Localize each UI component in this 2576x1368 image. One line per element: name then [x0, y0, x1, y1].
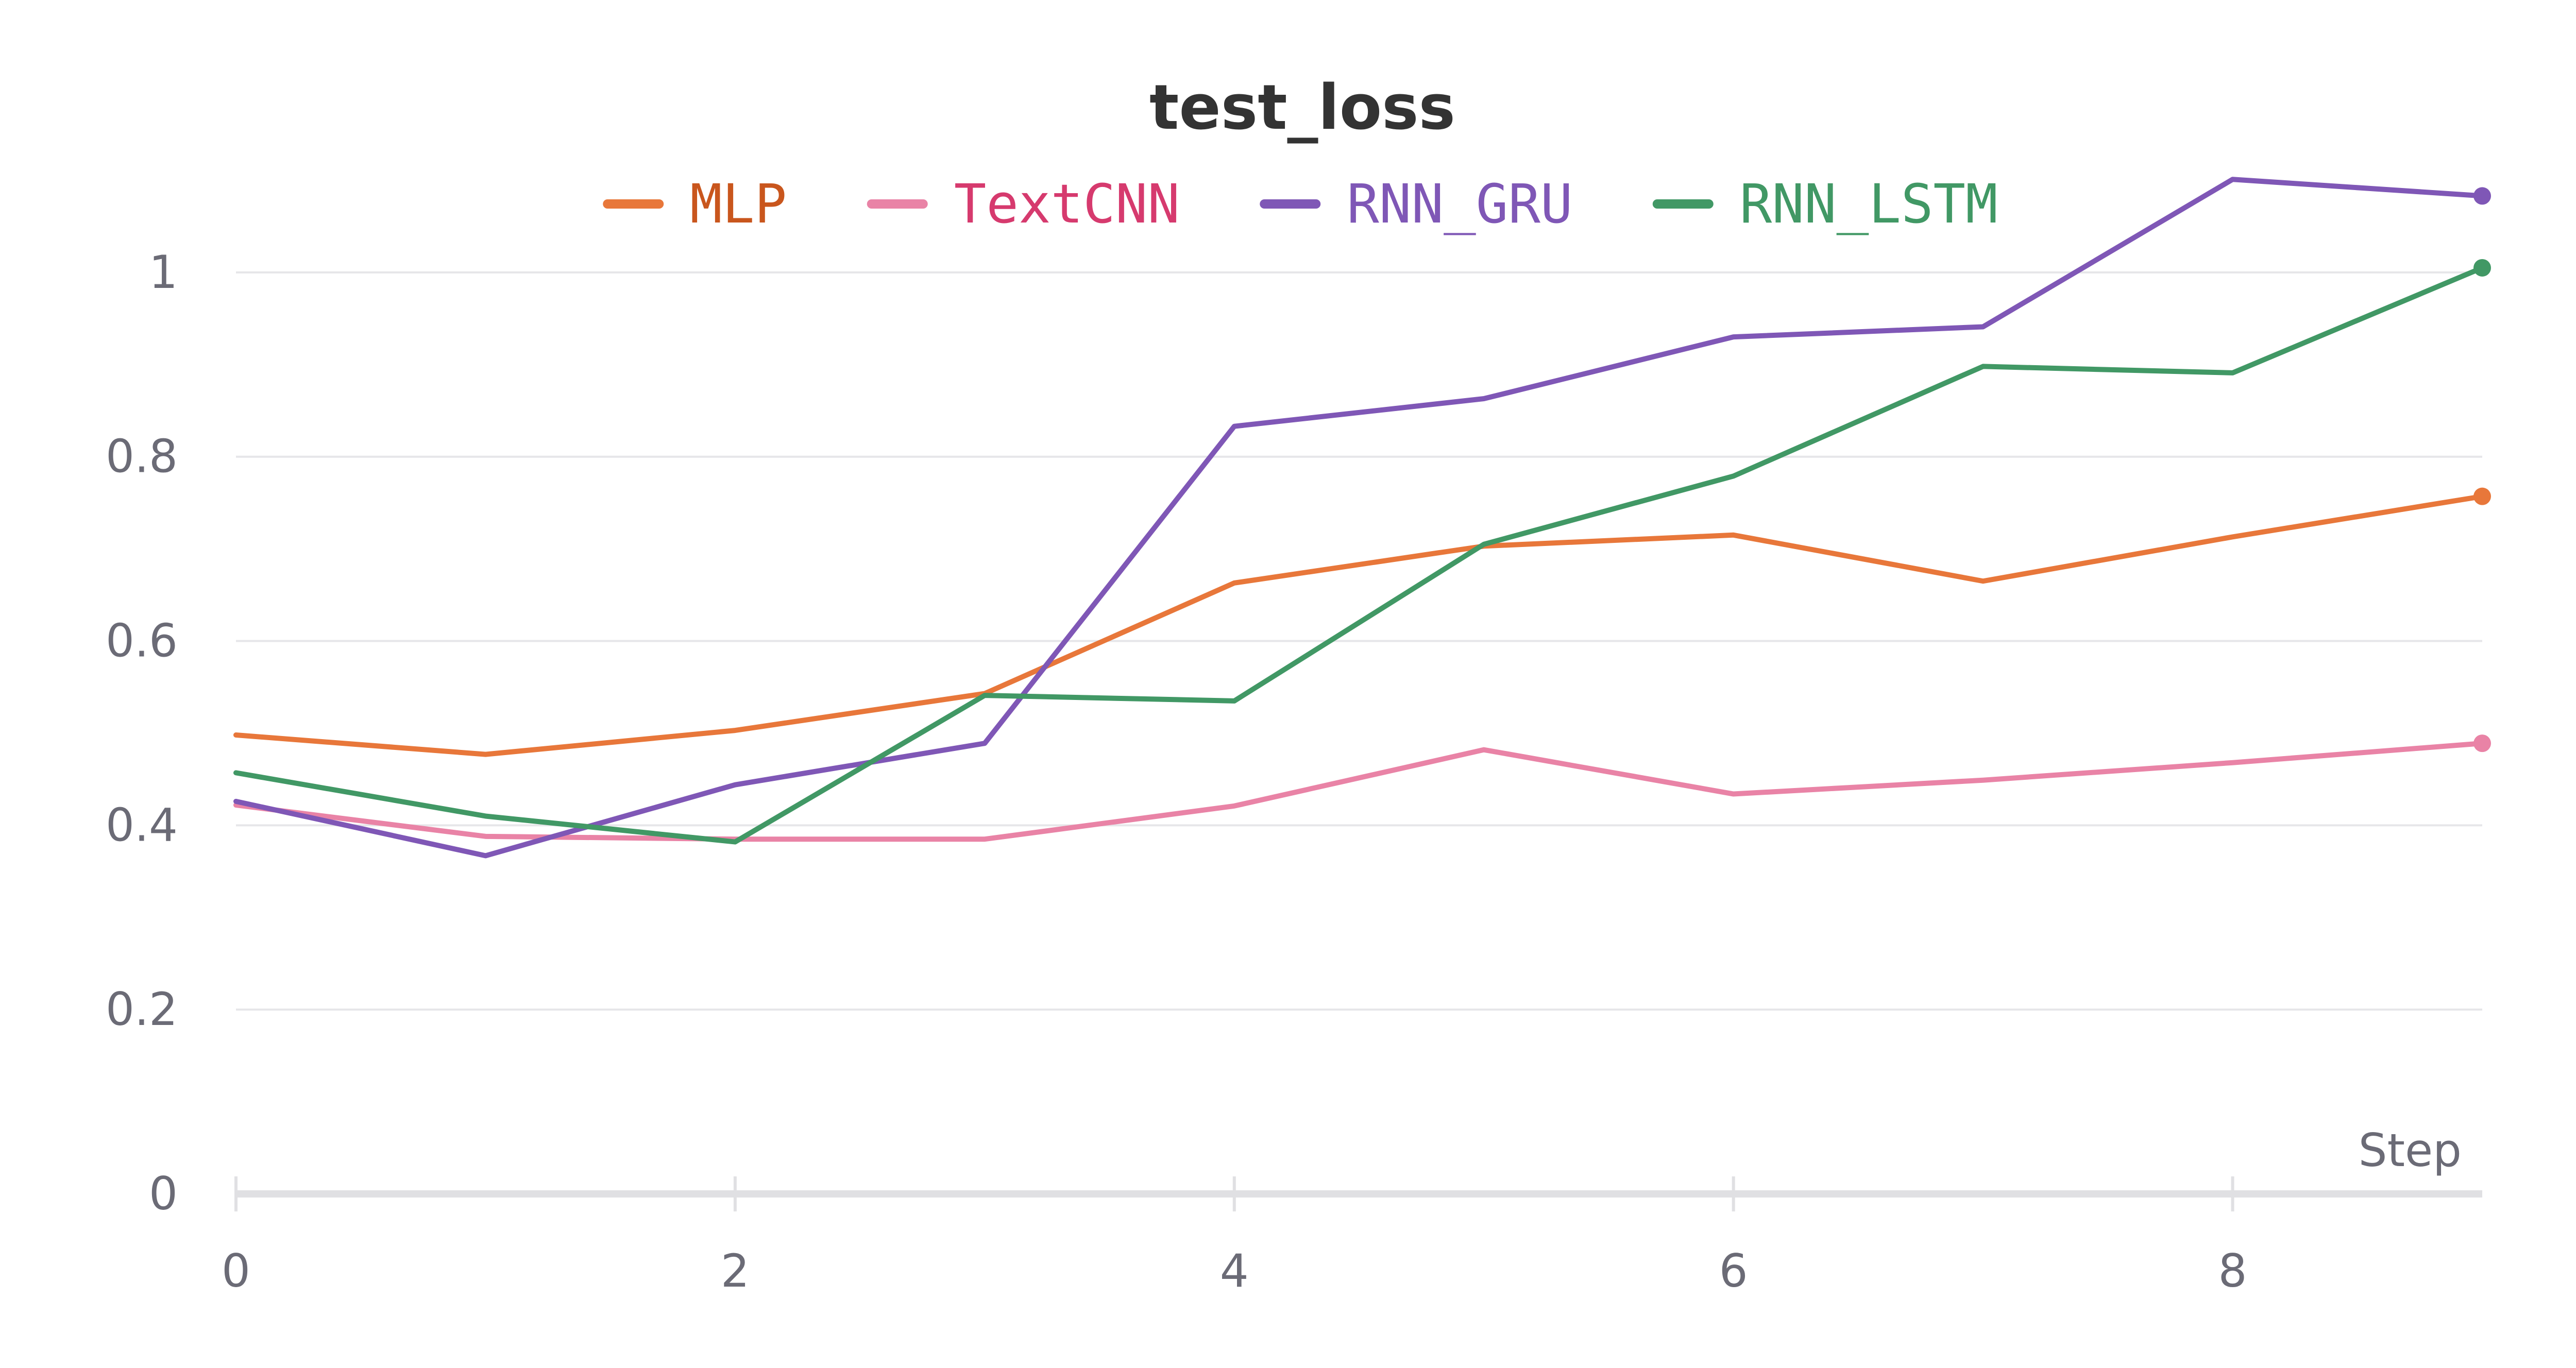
y-tick-label: 0.8 — [106, 430, 178, 483]
grid-lines — [236, 271, 2482, 1011]
legend-label: RNN_LSTM — [1740, 173, 1998, 235]
y-tick-label: 0 — [149, 1167, 178, 1220]
x-tick-label: 4 — [1220, 1244, 1249, 1297]
series-end-point-mlp — [2473, 487, 2491, 505]
series-line-rnn_gru — [233, 177, 2485, 859]
y-axis-ticks: 0 0.2 0.4 0.6 0.8 1 — [106, 246, 178, 1220]
series-end-point-rnn_lstm — [2473, 259, 2491, 277]
x-tick-label: 2 — [721, 1244, 750, 1297]
y-tick-label: 1 — [149, 246, 178, 299]
series-line-mlp — [233, 493, 2485, 757]
legend-item-rnn_lstm[interactable]: RNN_LSTM — [1652, 173, 1998, 235]
x-tick-label: 0 — [222, 1244, 250, 1297]
series-end-point-rnn_gru — [2473, 187, 2491, 205]
legend[interactable]: MLP TextCNN RNN_GRU RNN_LSTM — [603, 173, 1998, 235]
x-tick-label: 8 — [2218, 1244, 2247, 1297]
chart-title: test_loss — [1149, 72, 1455, 144]
y-tick-label: 0.6 — [106, 614, 178, 668]
y-tick-label: 0.2 — [106, 983, 178, 1036]
legend-label: TextCNN — [954, 173, 1180, 235]
x-tick-label: 6 — [1719, 1244, 1748, 1297]
series-line-rnn_lstm — [233, 265, 2485, 845]
series-end-point-textcnn — [2473, 734, 2491, 753]
x-axis: 0 2 4 6 8 — [222, 1176, 2482, 1297]
series-lines — [233, 177, 2491, 859]
legend-item-textcnn[interactable]: TextCNN — [867, 173, 1180, 235]
x-axis-label: Step — [2359, 1124, 2462, 1177]
legend-label: RNN_GRU — [1347, 173, 1572, 235]
legend-item-mlp[interactable]: MLP — [603, 173, 787, 235]
series-line-textcnn — [233, 741, 2485, 842]
legend-item-rnn_gru[interactable]: RNN_GRU — [1260, 173, 1573, 235]
y-tick-label: 0.4 — [106, 798, 178, 851]
legend-label: MLP — [690, 173, 787, 235]
